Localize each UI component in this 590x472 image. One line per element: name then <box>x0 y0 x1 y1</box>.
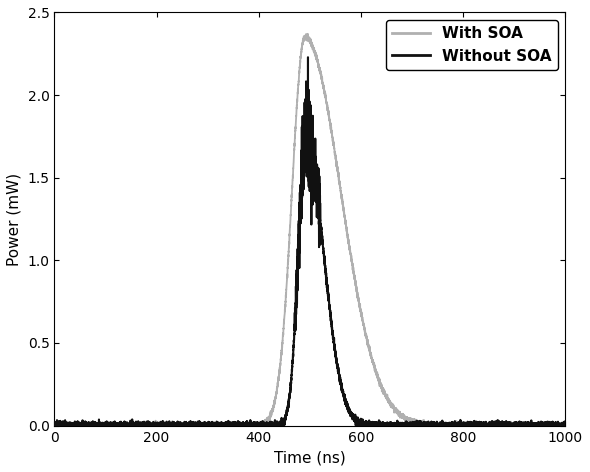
Legend: With SOA, Without SOA: With SOA, Without SOA <box>386 20 558 70</box>
Y-axis label: Power (mW): Power (mW) <box>7 172 22 266</box>
X-axis label: Time (ns): Time (ns) <box>274 450 346 465</box>
